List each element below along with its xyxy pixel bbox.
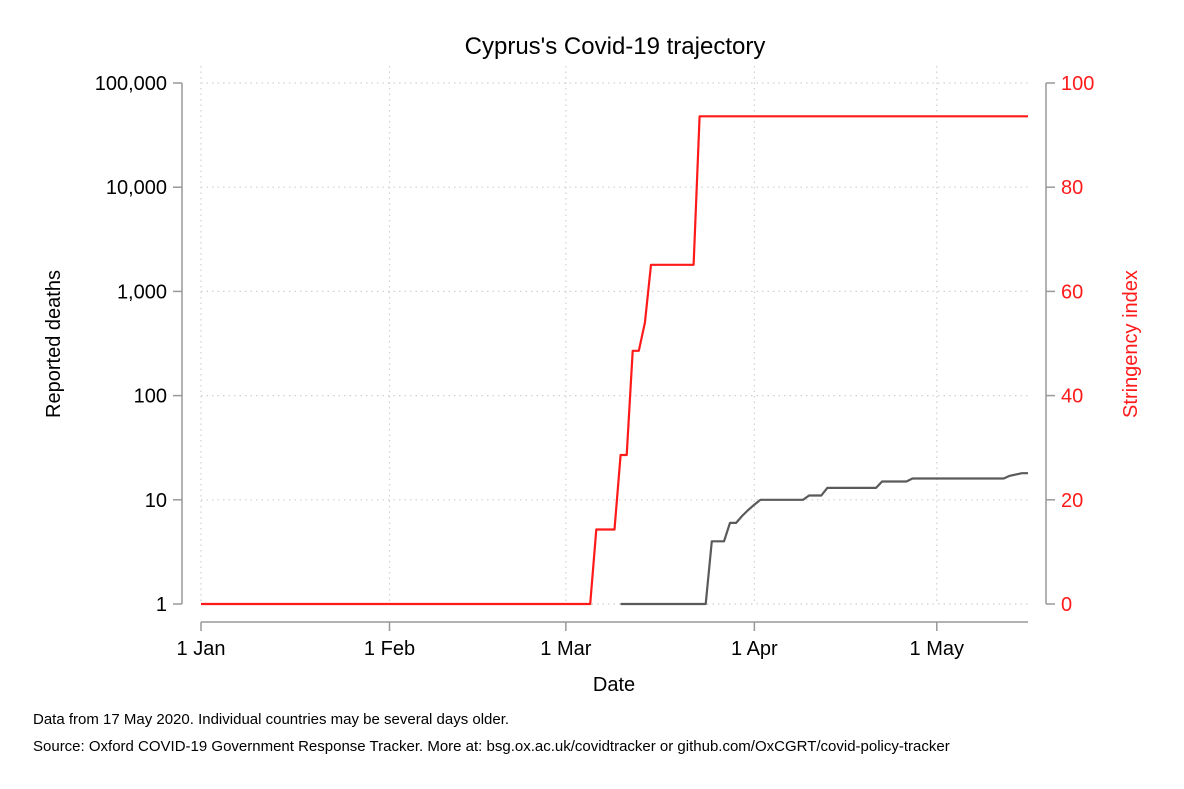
x-tick-label: 1 Jan	[177, 638, 226, 660]
source-note: Source: Oxford COVID-19 Government Respo…	[33, 738, 950, 755]
series-line-deaths	[620, 472, 1028, 606]
y-tick-label-right: 40	[1061, 386, 1083, 408]
data-date-note: Data from 17 May 2020. Individual countr…	[33, 711, 510, 728]
y-tick-label-left: 100	[134, 386, 167, 408]
y-axis-label: Reported deaths	[43, 270, 65, 418]
y-tick-label-left: 10	[145, 490, 167, 512]
y-tick-label-right: 100	[1061, 73, 1094, 95]
chart: Cyprus's Covid-19 trajectory 1 10 100 1,000…	[43, 33, 1142, 696]
y-tick-label-left: 100,000	[95, 73, 167, 95]
series-lines	[201, 115, 1028, 606]
x-tick-label: 1 Feb	[364, 638, 415, 660]
x-tick-label: 1 Mar	[540, 638, 591, 660]
axes: 1 10 100 1,000 10,000 100,000 0 20 40 60 80 100 1 Ja…	[95, 73, 1095, 660]
y-tick-label-right: 60	[1061, 281, 1083, 303]
chart-title: Cyprus's Covid-19 trajectory	[465, 33, 766, 60]
y-tick-label-right: 80	[1061, 177, 1083, 199]
y-tick-label-right: 20	[1061, 490, 1083, 512]
x-tick-label: 1 May	[910, 638, 964, 660]
y-tick-label-right: 0	[1061, 594, 1072, 616]
y-tick-label-left: 1	[156, 594, 167, 616]
x-tick-label: 1 Apr	[731, 638, 778, 660]
y-tick-label-left: 1,000	[117, 281, 167, 303]
x-axis-label: Date	[593, 674, 635, 696]
grid-lines	[200, 66, 1028, 605]
y-tick-label-left: 10,000	[106, 177, 167, 199]
y-axis-right-label: Stringency index	[1120, 270, 1142, 418]
series-line-stringency	[201, 115, 1028, 606]
